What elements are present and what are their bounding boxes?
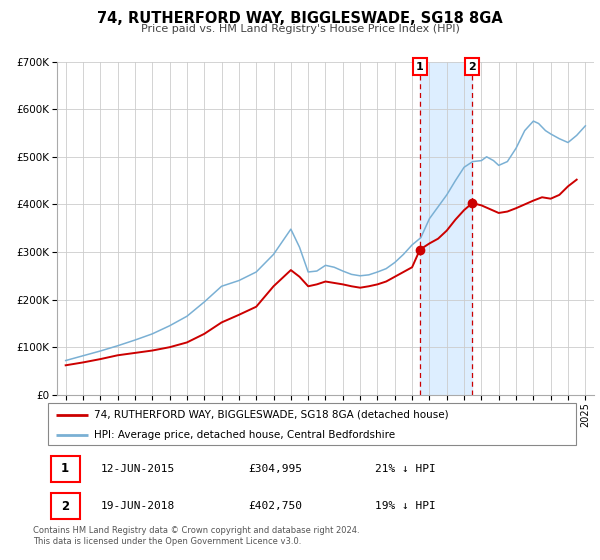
Text: 19-JUN-2018: 19-JUN-2018 [101,501,175,511]
Text: Price paid vs. HM Land Registry's House Price Index (HPI): Price paid vs. HM Land Registry's House … [140,24,460,34]
FancyBboxPatch shape [50,456,80,482]
Text: 2: 2 [469,62,476,72]
Text: 19% ↓ HPI: 19% ↓ HPI [376,501,436,511]
Text: 74, RUTHERFORD WAY, BIGGLESWADE, SG18 8GA (detached house): 74, RUTHERFORD WAY, BIGGLESWADE, SG18 8G… [94,410,449,420]
Text: 12-JUN-2015: 12-JUN-2015 [101,464,175,474]
Text: 1: 1 [416,62,424,72]
Text: HPI: Average price, detached house, Central Bedfordshire: HPI: Average price, detached house, Cent… [94,430,395,440]
Text: £304,995: £304,995 [248,464,302,474]
Text: 21% ↓ HPI: 21% ↓ HPI [376,464,436,474]
Text: Contains HM Land Registry data © Crown copyright and database right 2024.
This d: Contains HM Land Registry data © Crown c… [33,526,359,546]
Text: 74, RUTHERFORD WAY, BIGGLESWADE, SG18 8GA: 74, RUTHERFORD WAY, BIGGLESWADE, SG18 8G… [97,11,503,26]
Text: £402,750: £402,750 [248,501,302,511]
Bar [420,62,472,395]
FancyBboxPatch shape [50,493,80,520]
Text: 1: 1 [61,463,69,475]
FancyBboxPatch shape [48,403,576,445]
Text: 2: 2 [61,500,69,512]
